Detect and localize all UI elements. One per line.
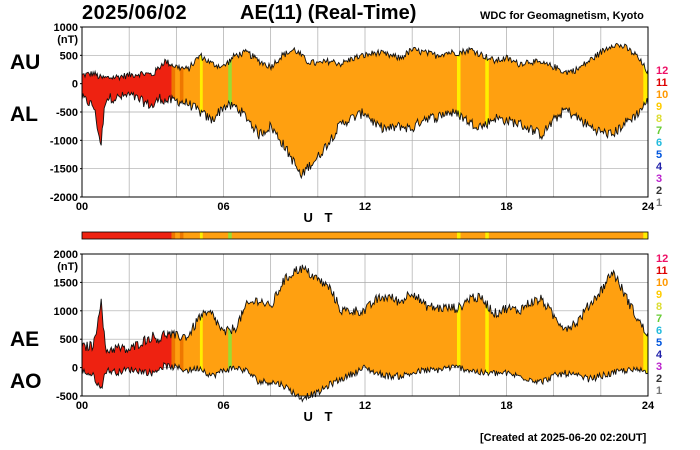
top-ytick-0: 1000 [54, 22, 78, 34]
top-scale-1: 1 [656, 197, 663, 209]
top-scale-12: 12 [656, 65, 669, 77]
top-x-axis-label: U T [304, 210, 337, 225]
top-band-6 [485, 43, 489, 178]
bottom-scale-1: 1 [656, 385, 663, 397]
bottom-ytick-2: 1000 [54, 306, 78, 318]
top-scale-8: 8 [656, 113, 663, 125]
bottom-series-ae [81, 264, 649, 354]
station-count-scale-top: 12 11 10 9 8 7 6 5 4 3 2 1 [656, 65, 668, 209]
ao-label: AO [10, 370, 42, 393]
top-band-5 [456, 43, 461, 178]
source-label: WDC for Geomagnetism, Kyoto [480, 10, 644, 22]
status-bar-band-6 [485, 232, 489, 239]
status-bar-base [82, 232, 648, 239]
top-xtick-18: 18 [500, 201, 512, 213]
bottom-xtick-24: 24 [642, 400, 655, 412]
bottom-scale-7: 7 [656, 313, 663, 325]
top-scale-10: 10 [656, 89, 669, 101]
top-scale-9: 9 [656, 101, 663, 113]
top-ytick-3: -500 [56, 107, 78, 119]
status-bar-band-4 [228, 232, 232, 239]
top-scale-2: 2 [656, 185, 663, 197]
station-count-scale-bottom: 12 11 10 9 8 7 6 5 4 3 2 1 [656, 253, 668, 397]
bottom-ytick-0: 2000 [54, 249, 78, 261]
top-scale-3: 3 [656, 173, 663, 185]
bottom-scale-12: 12 [656, 253, 669, 265]
bottom-series-ao [81, 362, 649, 403]
bottom-scale-3: 3 [656, 361, 663, 373]
status-bar-band-3 [199, 232, 203, 239]
bottom-band-5 [456, 264, 461, 396]
top-xtick-06: 06 [217, 201, 229, 213]
top-ytick-1: 500 [60, 50, 78, 62]
top-scale-4: 4 [656, 161, 663, 173]
created-timestamp: [Created at 2025-06-20 02:20UT] [480, 432, 647, 444]
bottom-xtick-18: 18 [500, 400, 512, 412]
bottom-band-2 [179, 264, 184, 396]
status-bar-band-5 [456, 232, 461, 239]
bottom-scale-8: 8 [656, 301, 663, 313]
au-label: AU [10, 51, 41, 74]
bottom-unit-label: (nT) [57, 261, 78, 273]
bottom-ytick-5: -500 [56, 391, 78, 403]
chart-title: AE(11) (Real-Time) [240, 2, 417, 24]
bottom-ytick-4: 0 [72, 363, 78, 375]
bottom-scale-6: 6 [656, 325, 663, 337]
bottom-band-6 [485, 264, 489, 396]
bottom-band-4 [228, 264, 232, 396]
top-scale-5: 5 [656, 149, 663, 161]
top-xtick-00: 00 [76, 201, 88, 213]
top-series-au [82, 42, 649, 82]
bottom-scale-2: 2 [656, 373, 663, 385]
bottom-xtick-00: 00 [76, 400, 88, 412]
top-series-al [81, 91, 649, 180]
bottom-band-7 [643, 264, 648, 396]
bottom-xtick-06: 06 [217, 400, 229, 412]
top-xtick-12: 12 [359, 201, 371, 213]
chart-date: 2025/06/02 [82, 2, 188, 24]
bottom-band-1 [171, 264, 176, 396]
status-bar-band-7 [643, 232, 648, 239]
bottom-scale-9: 9 [656, 289, 663, 301]
bottom-scale-4: 4 [656, 349, 663, 361]
top-ytick-6: -2000 [50, 192, 78, 204]
bottom-band-0 [82, 264, 172, 396]
bottom-scale-10: 10 [656, 277, 669, 289]
bottom-band-3 [199, 264, 203, 396]
bottom-ytick-3: 500 [60, 334, 78, 346]
status-bar-frame [81, 231, 649, 240]
top-ytick-2: 0 [72, 79, 78, 91]
top-ytick-4: -1000 [50, 135, 78, 147]
bottom-xtick-12: 12 [359, 400, 371, 412]
top-xtick-24: 24 [642, 201, 655, 213]
status-bar-band-1 [171, 232, 176, 239]
bottom-x-axis-label: U T [304, 409, 337, 424]
bottom-scale-5: 5 [656, 337, 663, 349]
top-unit-label: (nT) [57, 34, 78, 46]
top-scale-11: 11 [656, 77, 668, 89]
top-scale-6: 6 [656, 137, 663, 149]
al-label: AL [10, 103, 38, 126]
bottom-ytick-1: 1500 [54, 277, 78, 289]
status-bar-band-2 [179, 232, 184, 239]
ae-label: AE [10, 328, 40, 351]
status-bar-band-0 [82, 232, 172, 239]
top-ytick-5: -1500 [50, 164, 78, 176]
top-scale-7: 7 [656, 125, 663, 137]
bottom-frame [81, 253, 649, 397]
bottom-scale-11: 11 [656, 265, 668, 277]
